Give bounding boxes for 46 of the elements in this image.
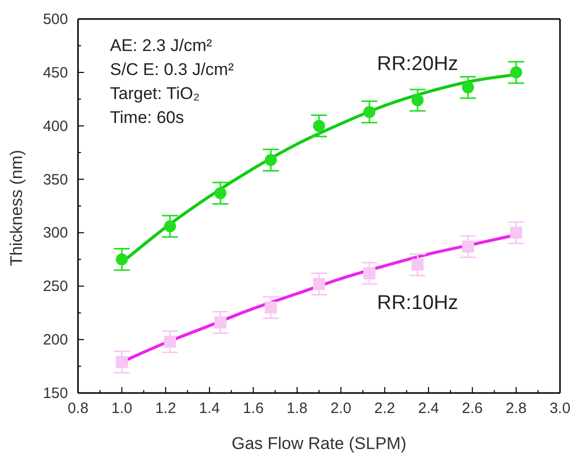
x-tick-label: 1.4 xyxy=(199,400,220,417)
x-tick-label: 0.8 xyxy=(68,400,88,417)
x-tick-label: 3.0 xyxy=(550,400,570,417)
y-tick-label: 200 xyxy=(42,332,68,349)
y-tick-label: 450 xyxy=(42,64,68,82)
x-tick-label: 2.6 xyxy=(462,400,483,417)
x-tick-label: 2.8 xyxy=(506,400,527,417)
series-label: RR:10Hz xyxy=(377,292,458,314)
y-tick-label: 350 xyxy=(42,171,68,188)
annotation: AE: 2.3 J/cm² xyxy=(110,35,214,57)
point xyxy=(412,94,424,106)
point xyxy=(412,258,424,271)
x-tick-label: 2.4 xyxy=(418,400,439,417)
x-tick-label: 2.2 xyxy=(374,400,396,417)
point xyxy=(462,81,474,94)
point xyxy=(264,154,277,166)
point xyxy=(264,302,277,314)
y-tick-label: 300 xyxy=(42,224,68,242)
annotation: S/C E: 0.3 J/cm² xyxy=(110,59,234,81)
point xyxy=(510,66,522,78)
point xyxy=(214,187,226,200)
y-tick-label: 400 xyxy=(42,118,68,135)
y-axis-title: Thickness (nm) xyxy=(7,150,26,266)
point xyxy=(214,316,226,328)
point xyxy=(363,106,376,118)
x-tick-label: 1.0 xyxy=(111,400,132,417)
annotation: Time: 60s xyxy=(110,107,186,129)
point xyxy=(164,336,176,348)
x-tick-label: 1.6 xyxy=(242,400,264,417)
point xyxy=(462,240,474,253)
point xyxy=(116,253,128,266)
point xyxy=(164,220,176,232)
x-tick-label: 1.8 xyxy=(286,400,308,417)
series-label: RR:20Hz xyxy=(377,53,458,76)
point xyxy=(313,120,325,132)
point xyxy=(363,267,376,280)
point xyxy=(116,356,128,368)
x-axis-title: Gas Flow Rate (SLPM) xyxy=(232,434,406,453)
y-tick-label: 500 xyxy=(42,11,68,28)
y-tick-label: 150 xyxy=(42,385,68,402)
x-tick-label: 2.0 xyxy=(330,400,352,417)
point xyxy=(510,226,522,239)
x-tick-label: 1.2 xyxy=(155,400,176,417)
y-tick-label: 250 xyxy=(42,278,68,296)
annotation: Target: TiO₂ xyxy=(110,83,201,105)
point xyxy=(313,278,325,290)
